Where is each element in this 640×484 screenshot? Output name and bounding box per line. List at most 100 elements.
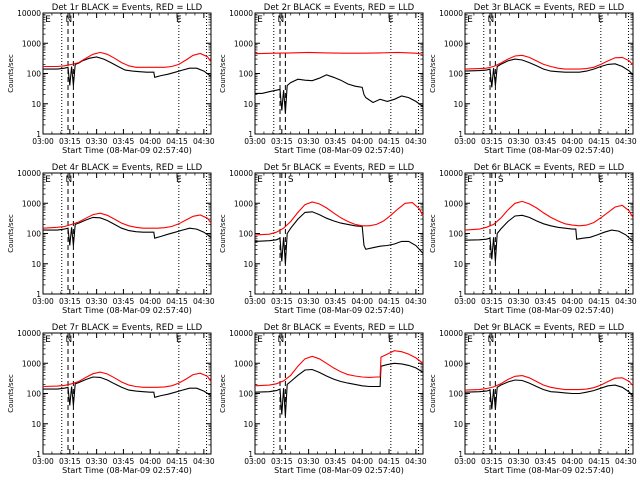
x-tick-label: 03:15 [481, 457, 503, 466]
x-tick-label: 03:15 [271, 457, 293, 466]
y-tick-label: 10 [243, 420, 253, 429]
y-tick-label: 1000 [444, 359, 463, 368]
event-marker-e: E [176, 335, 182, 345]
x-tick-label: 03:15 [59, 297, 81, 306]
event-marker-e: E [176, 175, 182, 185]
event-marker-e: E [388, 175, 394, 185]
series-line-lld [254, 350, 424, 387]
x-axis-label: Start Time (08-Mar-09 02:57:40) [62, 466, 192, 475]
y-tick-label: 1 [36, 450, 41, 459]
series-line-lld [464, 375, 634, 391]
y-tick-label: 100 [449, 70, 464, 79]
y-axis-label: Counts/sec [219, 374, 227, 413]
y-tick-label: 1 [248, 450, 253, 459]
x-axis-label: Start Time (08-Mar-09 02:57:40) [62, 306, 192, 315]
series-line-events [254, 362, 424, 417]
y-tick-label: 1 [36, 290, 41, 299]
y-tick-label: 100 [27, 70, 42, 79]
series-line-lld [254, 201, 424, 236]
event-marker-e: E [257, 335, 263, 345]
series-line-events [43, 56, 212, 86]
y-tick-label: 10 [453, 420, 463, 429]
detector-panel-4: Det 4r BLACK = Events, RED = LLD 1 10 100 10… [7, 163, 215, 315]
x-tick-label: 03:00 [244, 137, 266, 146]
x-tick-label: 03:30 [298, 457, 320, 466]
y-tick-label: 1 [248, 130, 253, 139]
x-axis-label: Start Time (08-Mar-09 02:57:40) [274, 306, 404, 315]
x-tick-label: 03:30 [508, 137, 530, 146]
x-tick-label: 03:00 [454, 137, 476, 146]
panel-title: Det 6r BLACK = Events, RED = LLD [474, 163, 625, 173]
x-tick-label: 03:00 [244, 297, 266, 306]
x-tick-label: 03:45 [535, 457, 557, 466]
y-tick-label: 1000 [444, 39, 463, 48]
series-line-events [43, 376, 212, 406]
x-tick-label: 04:30 [615, 457, 637, 466]
event-marker-e: E [45, 335, 51, 345]
panel-title: Det 7r BLACK = Events, RED = LLD [52, 323, 203, 333]
y-tick-label: 10 [243, 100, 253, 109]
x-tick-label: 03:45 [113, 297, 135, 306]
detector-panel-6: Det 6r BLACK = Events, RED = LLD 1 10 100 10… [429, 163, 637, 315]
x-tick-label: 04:15 [378, 457, 400, 466]
series-line-lld [464, 54, 634, 70]
y-tick-label: 100 [239, 70, 254, 79]
y-tick-label: 10000 [229, 9, 253, 18]
series-line-events [43, 216, 212, 246]
detector-panel-7: Det 7r BLACK = Events, RED = LLD 1 10 100 10… [7, 323, 215, 475]
x-tick-label: 04:30 [615, 297, 637, 306]
x-axis-label: Start Time (08-Mar-09 02:57:40) [274, 466, 404, 475]
y-tick-label: 100 [239, 390, 254, 399]
x-tick-label: 03:45 [113, 137, 135, 146]
y-tick-label: 10 [243, 260, 253, 269]
event-marker-e: E [257, 175, 263, 185]
x-tick-label: 03:00 [454, 297, 476, 306]
series-line-events [464, 58, 634, 88]
event-marker-e: E [598, 175, 604, 185]
x-tick-label: 04:30 [193, 297, 215, 306]
x-tick-label: 04:00 [139, 297, 161, 306]
x-tick-label: 03:00 [32, 457, 54, 466]
x-tick-label: 04:00 [139, 137, 161, 146]
x-tick-label: 04:30 [193, 137, 215, 146]
x-tick-label: 03:30 [298, 297, 320, 306]
x-tick-label: 03:00 [32, 297, 54, 306]
event-marker-e: E [598, 15, 604, 25]
x-tick-label: 04:15 [378, 137, 400, 146]
series-line-events [255, 74, 424, 113]
y-tick-label: 100 [27, 390, 42, 399]
y-tick-label: 100 [27, 230, 42, 239]
y-tick-label: 10 [31, 420, 41, 429]
x-tick-label: 03:15 [59, 137, 81, 146]
y-tick-label: 100 [449, 390, 464, 399]
x-tick-label: 03:30 [508, 457, 530, 466]
x-tick-label: 04:15 [378, 297, 400, 306]
panel-title: Det 5r BLACK = Events, RED = LLD [264, 163, 415, 173]
series-line-lld [43, 51, 212, 68]
series-line-lld [254, 51, 424, 55]
y-tick-label: 1000 [22, 199, 41, 208]
x-tick-label: 04:15 [166, 457, 188, 466]
panel-title: Det 4r BLACK = Events, RED = LLD [52, 163, 203, 173]
y-tick-label: 10000 [229, 169, 253, 178]
x-tick-label: 03:00 [244, 457, 266, 466]
y-axis-label: Counts/sec [219, 214, 227, 253]
x-tick-label: 04:15 [588, 137, 610, 146]
x-tick-label: 04:30 [405, 137, 427, 146]
x-tick-label: 04:00 [351, 457, 373, 466]
detector-panel-9: Det 9r BLACK = Events, RED = LLD 1 10 100 10… [429, 323, 637, 475]
y-tick-label: 10 [453, 260, 463, 269]
y-axis-label: Counts/sec [219, 54, 227, 93]
y-tick-label: 10000 [439, 329, 463, 338]
event-marker-e: E [176, 15, 182, 25]
y-axis-label: Counts/sec [429, 374, 437, 413]
y-tick-label: 1000 [234, 39, 253, 48]
y-tick-label: 100 [239, 230, 254, 239]
panel-title: Det 2r BLACK = Events, RED = LLD [264, 3, 415, 13]
y-tick-label: 10000 [439, 169, 463, 178]
y-tick-label: 1 [248, 290, 253, 299]
x-tick-label: 03:45 [325, 137, 347, 146]
event-marker-e: E [388, 335, 394, 345]
